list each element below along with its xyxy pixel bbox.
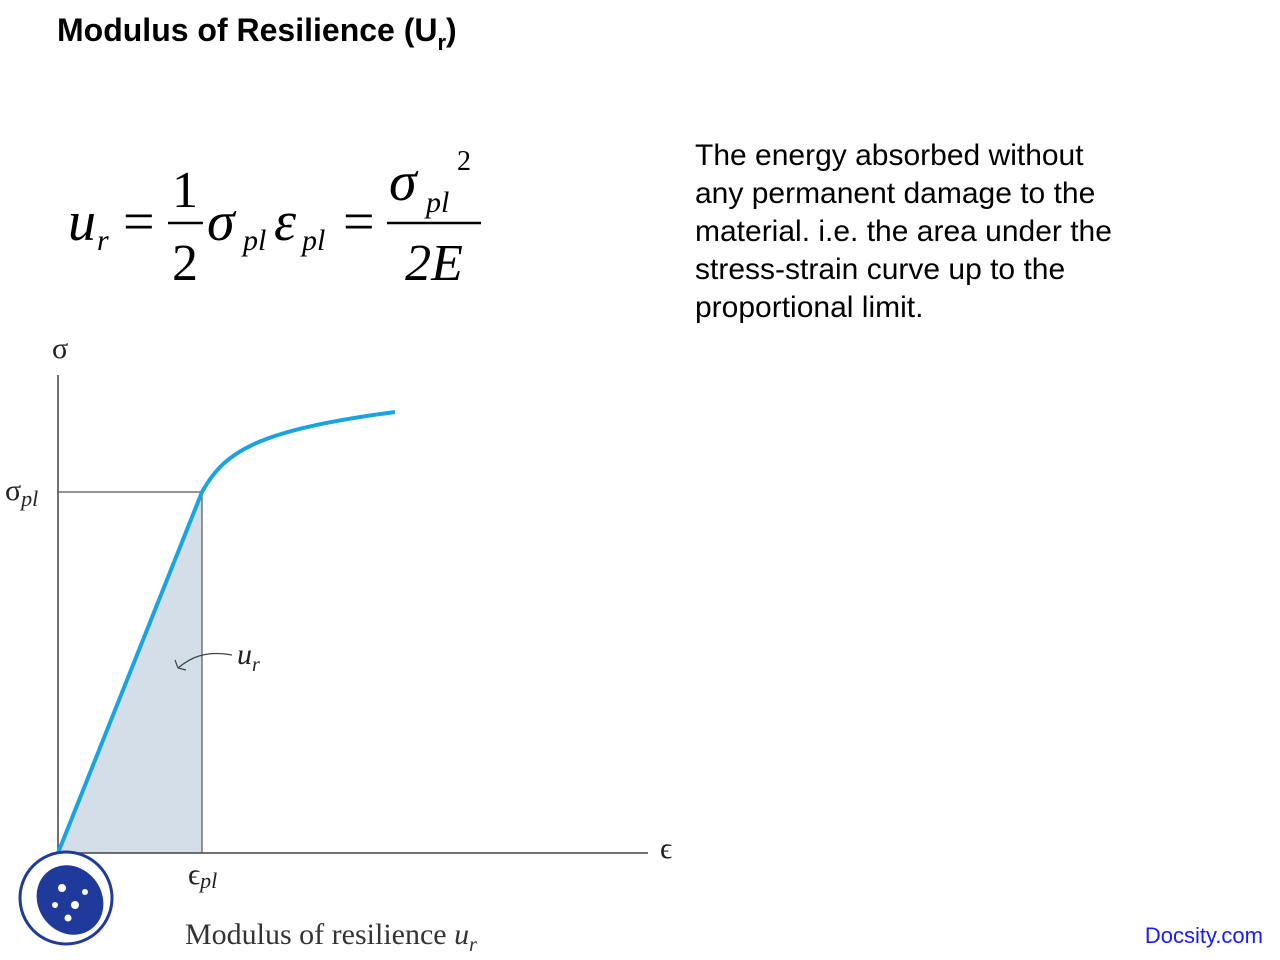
area-label: ur xyxy=(237,638,260,676)
footer-link[interactable]: Docsity.com xyxy=(1145,923,1263,948)
description-line: material. i.e. the area under the xyxy=(695,215,1112,248)
description-line: stress-strain curve up to the xyxy=(695,253,1065,286)
x-mark-label: ϵpl xyxy=(188,858,217,893)
description-line: proportional limit. xyxy=(695,291,923,324)
y-axis-label: σ xyxy=(52,332,68,365)
stress-strain-curve xyxy=(56,410,396,854)
diagram: σ σpl ϵ ϵpl ur Modulus of resilience ur xyxy=(5,332,672,956)
area-pointer xyxy=(174,652,233,671)
title-text: Modulus of Resilience (U xyxy=(57,12,437,48)
formula-sup: 2 xyxy=(457,146,471,177)
caption-text: Modulus of resilience xyxy=(185,918,454,951)
formula-equals: = xyxy=(343,191,375,253)
title: Modulus of Resilience (Ur) xyxy=(57,12,457,55)
formula-denominator: 2 xyxy=(172,235,198,292)
description: The energy absorbed without any permanen… xyxy=(695,139,1112,324)
y-mark-label: σpl xyxy=(5,474,38,511)
formula: u r = 1 2 σ pl ε pl = σ pl 2 2E xyxy=(68,146,481,292)
formula-sub: r xyxy=(97,224,109,257)
symbol: ϵ xyxy=(188,858,200,891)
formula-symbol: σ xyxy=(389,151,419,213)
description-line: any permanent damage to the xyxy=(695,177,1095,210)
formula-sub: pl xyxy=(241,224,266,257)
formula-equals: = xyxy=(123,191,155,253)
description-line: The energy absorbed without xyxy=(695,139,1084,172)
logo xyxy=(18,850,114,946)
symbol: σ xyxy=(5,474,21,507)
title-subscript: r xyxy=(437,30,446,55)
symbol: u xyxy=(454,918,469,951)
subscript: pl xyxy=(198,868,217,893)
formula-symbol: σ xyxy=(207,191,237,253)
formula-symbol: u xyxy=(68,191,96,253)
formula-denominator: 2E xyxy=(405,235,463,292)
x-axis-label: ϵ xyxy=(660,832,672,865)
subscript: r xyxy=(252,654,260,676)
formula-symbol: ε xyxy=(274,191,297,253)
subscript: pl xyxy=(19,486,38,511)
diagram-caption: Modulus of resilience ur xyxy=(185,918,477,956)
formula-sub: pl xyxy=(424,186,449,219)
formula-numerator: 1 xyxy=(172,162,198,219)
formula-sub: pl xyxy=(300,224,325,257)
symbol: u xyxy=(237,638,252,671)
diagram-labels: σ σpl ϵ ϵpl ur Modulus of resilience ur xyxy=(5,332,672,956)
title-close: ) xyxy=(446,12,457,48)
subscript: r xyxy=(469,934,477,956)
